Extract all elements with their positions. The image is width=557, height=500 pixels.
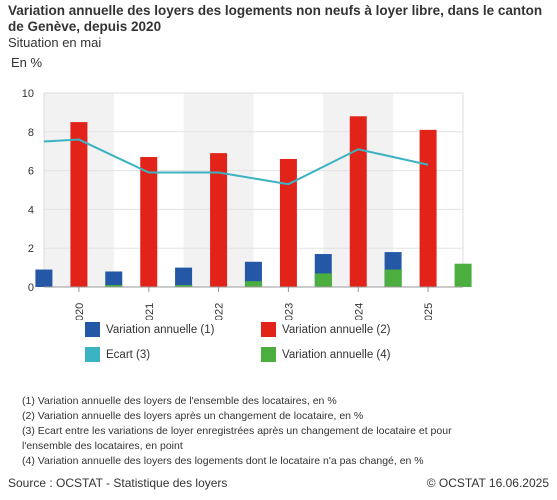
bar[interactable] <box>105 285 123 287</box>
bar[interactable] <box>245 281 263 287</box>
footnote-3: (3) Ecart entre les variations de loyer … <box>22 425 452 452</box>
legend-label: Variation annuelle (2) <box>282 323 391 336</box>
legend-swatch <box>85 347 100 362</box>
legend-item-ecart-3[interactable]: Ecart (3) <box>85 347 150 362</box>
bar[interactable] <box>419 129 437 287</box>
ecart-line <box>43 138 429 186</box>
y-tick-label: 2 <box>28 243 34 255</box>
footnote-1: (1) Variation annuelle des loyers de l'e… <box>22 395 337 407</box>
footnotes: (1) Variation annuelle des loyers de l'e… <box>22 394 502 469</box>
bar[interactable] <box>244 261 262 287</box>
bar[interactable] <box>140 157 158 287</box>
y-tick-label: 10 <box>22 88 34 100</box>
bar[interactable] <box>384 269 402 287</box>
x-axis: 2020 2021 2022 2023 2024 2025 <box>44 286 463 320</box>
x-tick-label: 2024 <box>353 303 365 320</box>
legend-label: Variation annuelle (4) <box>282 348 391 361</box>
y-tick-label: 8 <box>28 127 34 139</box>
legend-label: Variation annuelle (1) <box>106 323 215 336</box>
bar[interactable] <box>314 273 332 287</box>
y-axis-ticks: 0 2 4 6 8 10 <box>22 88 34 294</box>
x-tick-label: 2025 <box>423 303 435 320</box>
legend-label: Ecart (3) <box>106 348 151 361</box>
bar[interactable] <box>175 267 193 287</box>
bar[interactable] <box>175 285 193 287</box>
legend-swatch <box>261 347 276 362</box>
x-tick-label: 2021 <box>144 303 156 320</box>
footnote-2: (2) Variation annuelle des loyers après … <box>22 410 364 422</box>
bar[interactable] <box>349 116 367 287</box>
bar[interactable] <box>35 269 53 287</box>
y-tick-label: 6 <box>28 166 34 178</box>
y-tick-label: 0 <box>28 282 34 294</box>
chart-subtitle: Situation en mai <box>8 35 102 50</box>
x-tick-label: 2022 <box>214 303 226 320</box>
source-label: Source : OCSTAT - Statistique des loyers <box>8 476 228 490</box>
bar[interactable] <box>454 263 472 287</box>
bar[interactable] <box>279 158 297 287</box>
legend-swatch <box>261 322 276 337</box>
unit-label: En % <box>11 55 43 70</box>
bar[interactable] <box>210 153 228 287</box>
x-tick-label: 2023 <box>283 303 295 320</box>
chart-title: Variation annuelle des loyers des logeme… <box>8 3 543 34</box>
ecart-series-line[interactable] <box>43 138 429 186</box>
legend-item-variation-4[interactable]: Variation annuelle (4) <box>261 347 390 362</box>
x-tick-label: 2020 <box>74 303 86 320</box>
legend-item-variation-1[interactable]: Variation annuelle (1) <box>85 322 214 337</box>
copyright-label: © OCSTAT 16.06.2025 <box>426 476 549 490</box>
chart: 0 2 4 6 8 10 2020 2021 2022 2023 2024 2025 <box>22 88 472 320</box>
legend-item-variation-2[interactable]: Variation annuelle (2) <box>261 322 390 337</box>
legend: Variation annuelle (1) Variation annuell… <box>85 322 505 370</box>
bar[interactable] <box>105 271 123 287</box>
bars <box>35 116 472 287</box>
footnote-4: (4) Variation annuelle des loyers des lo… <box>22 455 424 467</box>
y-tick-label: 4 <box>28 204 34 216</box>
bar[interactable] <box>70 122 88 287</box>
legend-swatch <box>85 322 100 337</box>
